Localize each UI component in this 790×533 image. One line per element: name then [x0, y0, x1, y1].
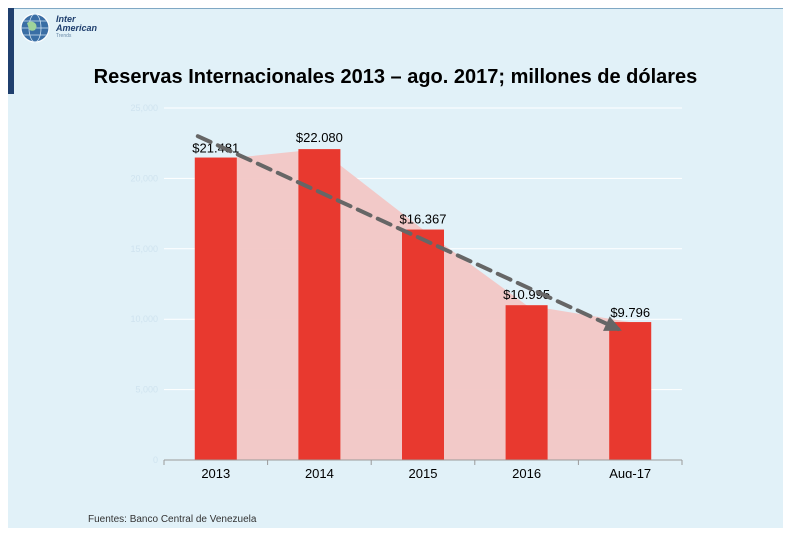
y-tick-label: 5,000 — [135, 385, 158, 395]
brand-logo: Inter American Trends — [18, 11, 128, 45]
source-note: Fuentes: Banco Central de Venezuela — [88, 514, 257, 525]
y-tick-label: 20,000 — [130, 173, 158, 183]
bar-2013 — [194, 157, 237, 460]
brand-line2: American — [56, 23, 98, 33]
brand-sub: Trends — [56, 33, 72, 39]
top-rule — [8, 8, 783, 9]
data-label: $16.367 — [400, 212, 447, 227]
x-tick-label: 2015 — [409, 466, 438, 478]
sidebar-accent — [8, 8, 14, 94]
x-tick-label: 2013 — [201, 466, 230, 478]
bar-2014 — [298, 149, 341, 461]
brand-line1: Inter — [56, 14, 76, 24]
y-tick-label: 25,000 — [130, 103, 158, 113]
trendline — [195, 134, 621, 332]
y-tick-label: 15,000 — [130, 244, 158, 254]
y-tick-label: 10,000 — [130, 314, 158, 324]
x-tick-label: 2016 — [512, 466, 541, 478]
slide: Inter American Trends Reservas Internaci… — [8, 8, 783, 528]
globe-icon — [20, 13, 50, 43]
y-tick-label: 0 — [153, 455, 158, 465]
data-label: $9.796 — [610, 305, 650, 320]
chart-title: Reservas Internacionales 2013 – ago. 201… — [93, 66, 698, 88]
x-tick-label: Aug-17 — [609, 466, 651, 478]
bar-aug-17 — [609, 322, 652, 460]
data-label: $22.080 — [296, 130, 343, 145]
x-tick-label: 2014 — [305, 466, 334, 478]
bar-2016 — [505, 305, 548, 460]
trendline-arrowhead — [603, 316, 622, 331]
bar-chart: 0 5,000 10,000 15,000 20,000 25,000 2013 2014 20… — [130, 103, 683, 478]
data-label: $21.481 — [192, 141, 239, 156]
bar-2015 — [402, 229, 444, 460]
